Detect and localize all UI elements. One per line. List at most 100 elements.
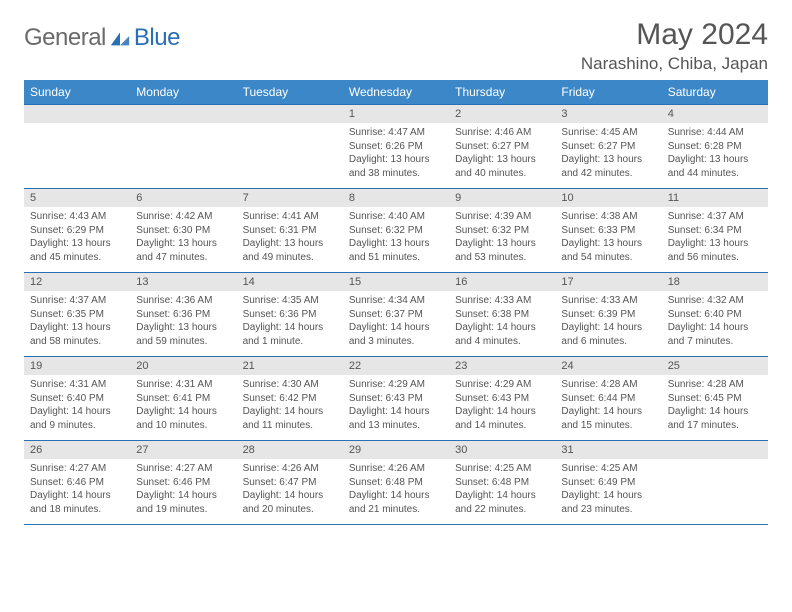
sunrise-text: Sunrise: 4:38 AM xyxy=(561,210,655,224)
daylight-text: Daylight: 14 hours and 7 minutes. xyxy=(668,321,762,348)
day-detail-cell: Sunrise: 4:43 AMSunset: 6:29 PMDaylight:… xyxy=(24,207,130,273)
sunrise-text: Sunrise: 4:45 AM xyxy=(561,126,655,140)
sunset-text: Sunset: 6:39 PM xyxy=(561,308,655,322)
day-number-cell: 1 xyxy=(343,105,449,124)
sunset-text: Sunset: 6:30 PM xyxy=(136,224,230,238)
sunset-text: Sunset: 6:41 PM xyxy=(136,392,230,406)
day-detail-cell: Sunrise: 4:30 AMSunset: 6:42 PMDaylight:… xyxy=(237,375,343,441)
calendar-table: Sunday Monday Tuesday Wednesday Thursday… xyxy=(24,80,768,524)
sunset-text: Sunset: 6:36 PM xyxy=(243,308,337,322)
day-detail-row: Sunrise: 4:37 AMSunset: 6:35 PMDaylight:… xyxy=(24,291,768,357)
sunset-text: Sunset: 6:40 PM xyxy=(668,308,762,322)
day-detail-cell: Sunrise: 4:29 AMSunset: 6:43 PMDaylight:… xyxy=(343,375,449,441)
sunset-text: Sunset: 6:45 PM xyxy=(668,392,762,406)
sunset-text: Sunset: 6:32 PM xyxy=(455,224,549,238)
sunrise-text: Sunrise: 4:26 AM xyxy=(349,462,443,476)
day-detail-cell: Sunrise: 4:39 AMSunset: 6:32 PMDaylight:… xyxy=(449,207,555,273)
day-detail-cell: Sunrise: 4:38 AMSunset: 6:33 PMDaylight:… xyxy=(555,207,661,273)
daylight-text: Daylight: 14 hours and 21 minutes. xyxy=(349,489,443,516)
day-detail-cell: Sunrise: 4:31 AMSunset: 6:40 PMDaylight:… xyxy=(24,375,130,441)
day-detail-cell: Sunrise: 4:28 AMSunset: 6:45 PMDaylight:… xyxy=(662,375,768,441)
day-detail-cell: Sunrise: 4:34 AMSunset: 6:37 PMDaylight:… xyxy=(343,291,449,357)
day-number-cell: 15 xyxy=(343,273,449,292)
day-detail-cell xyxy=(24,123,130,189)
sunrise-text: Sunrise: 4:26 AM xyxy=(243,462,337,476)
day-number-cell xyxy=(662,441,768,460)
sunrise-text: Sunrise: 4:29 AM xyxy=(455,378,549,392)
day-number-cell: 30 xyxy=(449,441,555,460)
day-number-cell xyxy=(130,105,236,124)
daylight-text: Daylight: 13 hours and 45 minutes. xyxy=(30,237,124,264)
day-number-cell: 11 xyxy=(662,189,768,208)
sunset-text: Sunset: 6:32 PM xyxy=(349,224,443,238)
day-detail-cell xyxy=(662,459,768,524)
sunset-text: Sunset: 6:34 PM xyxy=(668,224,762,238)
daylight-text: Daylight: 13 hours and 58 minutes. xyxy=(30,321,124,348)
sunrise-text: Sunrise: 4:28 AM xyxy=(668,378,762,392)
day-number-cell: 22 xyxy=(343,357,449,376)
sunrise-text: Sunrise: 4:33 AM xyxy=(561,294,655,308)
day-number-cell: 18 xyxy=(662,273,768,292)
sunrise-text: Sunrise: 4:47 AM xyxy=(349,126,443,140)
sunset-text: Sunset: 6:48 PM xyxy=(455,476,549,490)
sunset-text: Sunset: 6:46 PM xyxy=(136,476,230,490)
day-detail-cell: Sunrise: 4:42 AMSunset: 6:30 PMDaylight:… xyxy=(130,207,236,273)
day-detail-row: Sunrise: 4:47 AMSunset: 6:26 PMDaylight:… xyxy=(24,123,768,189)
sunrise-text: Sunrise: 4:46 AM xyxy=(455,126,549,140)
daylight-text: Daylight: 14 hours and 6 minutes. xyxy=(561,321,655,348)
logo-text-blue: Blue xyxy=(134,24,180,52)
day-number-cell: 21 xyxy=(237,357,343,376)
day-number-cell: 9 xyxy=(449,189,555,208)
sunrise-text: Sunrise: 4:33 AM xyxy=(455,294,549,308)
day-number-cell: 20 xyxy=(130,357,236,376)
day-number-cell: 14 xyxy=(237,273,343,292)
daynum-row: 262728293031 xyxy=(24,441,768,460)
sunrise-text: Sunrise: 4:35 AM xyxy=(243,294,337,308)
weekday-header: Tuesday xyxy=(237,80,343,105)
day-detail-cell: Sunrise: 4:46 AMSunset: 6:27 PMDaylight:… xyxy=(449,123,555,189)
sunset-text: Sunset: 6:42 PM xyxy=(243,392,337,406)
daylight-text: Daylight: 14 hours and 13 minutes. xyxy=(349,405,443,432)
sunrise-text: Sunrise: 4:34 AM xyxy=(349,294,443,308)
sunset-text: Sunset: 6:37 PM xyxy=(349,308,443,322)
sunrise-text: Sunrise: 4:44 AM xyxy=(668,126,762,140)
weekday-header: Sunday xyxy=(24,80,130,105)
calendar-bottom-rule xyxy=(24,524,768,525)
weekday-header: Wednesday xyxy=(343,80,449,105)
sunset-text: Sunset: 6:26 PM xyxy=(349,140,443,154)
day-detail-cell: Sunrise: 4:37 AMSunset: 6:34 PMDaylight:… xyxy=(662,207,768,273)
day-number-cell: 3 xyxy=(555,105,661,124)
daylight-text: Daylight: 14 hours and 18 minutes. xyxy=(30,489,124,516)
day-number-cell: 25 xyxy=(662,357,768,376)
daylight-text: Daylight: 14 hours and 17 minutes. xyxy=(668,405,762,432)
daylight-text: Daylight: 14 hours and 9 minutes. xyxy=(30,405,124,432)
daylight-text: Daylight: 13 hours and 49 minutes. xyxy=(243,237,337,264)
day-detail-cell: Sunrise: 4:33 AMSunset: 6:38 PMDaylight:… xyxy=(449,291,555,357)
daylight-text: Daylight: 14 hours and 23 minutes. xyxy=(561,489,655,516)
sunset-text: Sunset: 6:49 PM xyxy=(561,476,655,490)
day-number-cell: 16 xyxy=(449,273,555,292)
sunrise-text: Sunrise: 4:31 AM xyxy=(30,378,124,392)
day-number-cell: 2 xyxy=(449,105,555,124)
daylight-text: Daylight: 14 hours and 14 minutes. xyxy=(455,405,549,432)
calendar-page: General Blue May 2024 Narashino, Chiba, … xyxy=(0,0,792,543)
wave-icon xyxy=(109,27,131,49)
daynum-row: 19202122232425 xyxy=(24,357,768,376)
daylight-text: Daylight: 13 hours and 56 minutes. xyxy=(668,237,762,264)
sunset-text: Sunset: 6:43 PM xyxy=(455,392,549,406)
sunrise-text: Sunrise: 4:27 AM xyxy=(30,462,124,476)
sunset-text: Sunset: 6:48 PM xyxy=(349,476,443,490)
weekday-header: Saturday xyxy=(662,80,768,105)
day-detail-cell: Sunrise: 4:28 AMSunset: 6:44 PMDaylight:… xyxy=(555,375,661,441)
day-number-cell: 7 xyxy=(237,189,343,208)
sunrise-text: Sunrise: 4:25 AM xyxy=(455,462,549,476)
day-number-cell xyxy=(237,105,343,124)
sunset-text: Sunset: 6:43 PM xyxy=(349,392,443,406)
sunrise-text: Sunrise: 4:39 AM xyxy=(455,210,549,224)
day-number-cell: 29 xyxy=(343,441,449,460)
day-detail-cell: Sunrise: 4:25 AMSunset: 6:48 PMDaylight:… xyxy=(449,459,555,524)
sunset-text: Sunset: 6:35 PM xyxy=(30,308,124,322)
day-detail-cell: Sunrise: 4:45 AMSunset: 6:27 PMDaylight:… xyxy=(555,123,661,189)
day-number-cell: 6 xyxy=(130,189,236,208)
sunrise-text: Sunrise: 4:36 AM xyxy=(136,294,230,308)
